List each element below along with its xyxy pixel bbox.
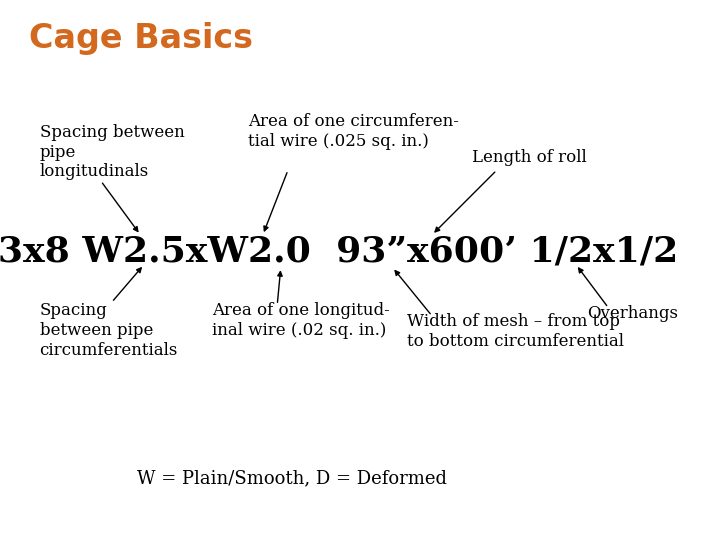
Text: W = Plain/Smooth, D = Deformed: W = Plain/Smooth, D = Deformed xyxy=(137,469,447,487)
Text: Spacing between
pipe
longitudinals: Spacing between pipe longitudinals xyxy=(40,124,184,180)
Text: Area of one longitud-
inal wire (.02 sq. in.): Area of one longitud- inal wire (.02 sq.… xyxy=(212,302,390,339)
Text: Spacing
between pipe
circumferentials: Spacing between pipe circumferentials xyxy=(40,302,178,359)
Text: Overhangs: Overhangs xyxy=(587,305,678,322)
Text: Area of one circumferen-
tial wire (.025 sq. in.): Area of one circumferen- tial wire (.025… xyxy=(248,113,459,150)
Text: Length of roll: Length of roll xyxy=(472,148,586,165)
Text: 3x8 W2.5xW2.0  93”x600’ 1/2x1/2: 3x8 W2.5xW2.0 93”x600’ 1/2x1/2 xyxy=(0,234,678,268)
Text: Cage Basics: Cage Basics xyxy=(29,22,253,55)
Text: Width of mesh – from top
to bottom circumferential: Width of mesh – from top to bottom circu… xyxy=(407,313,624,350)
